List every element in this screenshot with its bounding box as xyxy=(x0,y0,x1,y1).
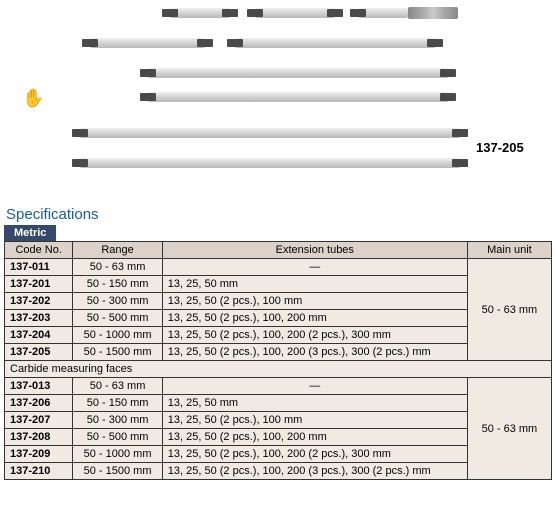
cell-extension: 13, 25, 50 (2 pcs.), 100, 200 (3 pcs.), … xyxy=(162,344,467,361)
cell-code: 137-207 xyxy=(5,412,73,429)
cell-range: 50 - 1000 mm xyxy=(73,446,162,463)
cell-range: 50 - 1500 mm xyxy=(73,463,162,480)
rod-end-icon xyxy=(72,129,88,137)
cell-extension: 13, 25, 50 (2 pcs.), 100, 200 (3 pcs.), … xyxy=(162,463,467,480)
cell-code: 137-209 xyxy=(5,446,73,463)
rod-end-icon xyxy=(82,39,98,47)
extension-rod xyxy=(80,158,460,168)
rod-end-icon xyxy=(140,93,156,101)
header-range: Range xyxy=(73,242,162,259)
cell-code: 137-011 xyxy=(5,259,73,276)
cell-extension: 13, 25, 50 (2 pcs.), 100 mm xyxy=(162,293,467,310)
cell-range: 50 - 63 mm xyxy=(73,259,162,276)
cell-main-unit: 50 - 63 mm xyxy=(467,378,551,480)
extension-rod xyxy=(358,8,408,18)
extension-rod xyxy=(235,38,435,48)
cell-extension: 13, 25, 50 (2 pcs.), 100, 200 mm xyxy=(162,429,467,446)
cell-range: 50 - 1000 mm xyxy=(73,327,162,344)
specifications-heading: Specifications xyxy=(6,206,558,223)
hand-cursor-icon: ✋ xyxy=(22,88,44,109)
cell-code: 137-205 xyxy=(5,344,73,361)
rod-end-icon xyxy=(222,9,238,17)
product-image: ✋ 137-205 xyxy=(0,0,558,200)
cell-extension: 13, 25, 50 mm xyxy=(162,395,467,412)
extension-rod xyxy=(148,92,448,102)
rod-end-icon xyxy=(140,69,156,77)
cell-extension: 13, 25, 50 (2 pcs.), 100, 200 mm xyxy=(162,310,467,327)
rod-end-icon xyxy=(427,39,443,47)
rod-end-icon xyxy=(327,9,343,17)
rod-end-icon xyxy=(197,39,213,47)
rod-end-icon xyxy=(452,159,468,167)
specifications-table: Code No. Range Extension tubes Main unit… xyxy=(4,241,552,480)
extension-rod xyxy=(80,128,460,138)
cell-range: 50 - 150 mm xyxy=(73,395,162,412)
cell-extension: 13, 25, 50 mm xyxy=(162,276,467,293)
cell-range: 50 - 300 mm xyxy=(73,293,162,310)
cell-range: 50 - 300 mm xyxy=(73,412,162,429)
rod-end-icon xyxy=(247,9,263,17)
cell-range: 50 - 500 mm xyxy=(73,429,162,446)
cell-code: 137-204 xyxy=(5,327,73,344)
rod-end-icon xyxy=(440,69,456,77)
cell-extension: 13, 25, 50 (2 pcs.), 100, 200 (2 pcs.), … xyxy=(162,327,467,344)
cell-extension: 13, 25, 50 (2 pcs.), 100, 200 (2 pcs.), … xyxy=(162,446,467,463)
model-number-label: 137-205 xyxy=(476,140,524,155)
rod-end-icon xyxy=(350,9,366,17)
cell-range: 50 - 150 mm xyxy=(73,276,162,293)
cell-main-unit: 50 - 63 mm xyxy=(467,259,551,361)
cell-extension: — xyxy=(162,378,467,395)
rod-end-icon xyxy=(72,159,88,167)
rod-end-icon xyxy=(452,129,468,137)
cell-range: 50 - 63 mm xyxy=(73,378,162,395)
table-row: 137-01350 - 63 mm—50 - 63 mm xyxy=(5,378,552,395)
cell-code: 137-210 xyxy=(5,463,73,480)
metric-tab: Metric xyxy=(4,225,56,241)
extension-rod xyxy=(170,8,230,18)
header-code: Code No. xyxy=(5,242,73,259)
section-carbide-row: Carbide measuring faces xyxy=(5,361,552,378)
cell-range: 50 - 500 mm xyxy=(73,310,162,327)
cell-code: 137-208 xyxy=(5,429,73,446)
cell-code: 137-206 xyxy=(5,395,73,412)
table-header-row: Code No. Range Extension tubes Main unit xyxy=(5,242,552,259)
micrometer-head-icon xyxy=(408,7,458,19)
header-main-unit: Main unit xyxy=(467,242,551,259)
table-row: 137-01150 - 63 mm—50 - 63 mm xyxy=(5,259,552,276)
header-extension: Extension tubes xyxy=(162,242,467,259)
cell-code: 137-203 xyxy=(5,310,73,327)
cell-range: 50 - 1500 mm xyxy=(73,344,162,361)
rod-end-icon xyxy=(440,93,456,101)
section-carbide-label: Carbide measuring faces xyxy=(5,361,552,378)
extension-rod xyxy=(255,8,335,18)
cell-extension: — xyxy=(162,259,467,276)
rod-end-icon xyxy=(227,39,243,47)
cell-code: 137-202 xyxy=(5,293,73,310)
extension-rod xyxy=(90,38,205,48)
cell-extension: 13, 25, 50 (2 pcs.), 100 mm xyxy=(162,412,467,429)
extension-rod xyxy=(148,68,448,78)
cell-code: 137-013 xyxy=(5,378,73,395)
cell-code: 137-201 xyxy=(5,276,73,293)
rod-end-icon xyxy=(162,9,178,17)
